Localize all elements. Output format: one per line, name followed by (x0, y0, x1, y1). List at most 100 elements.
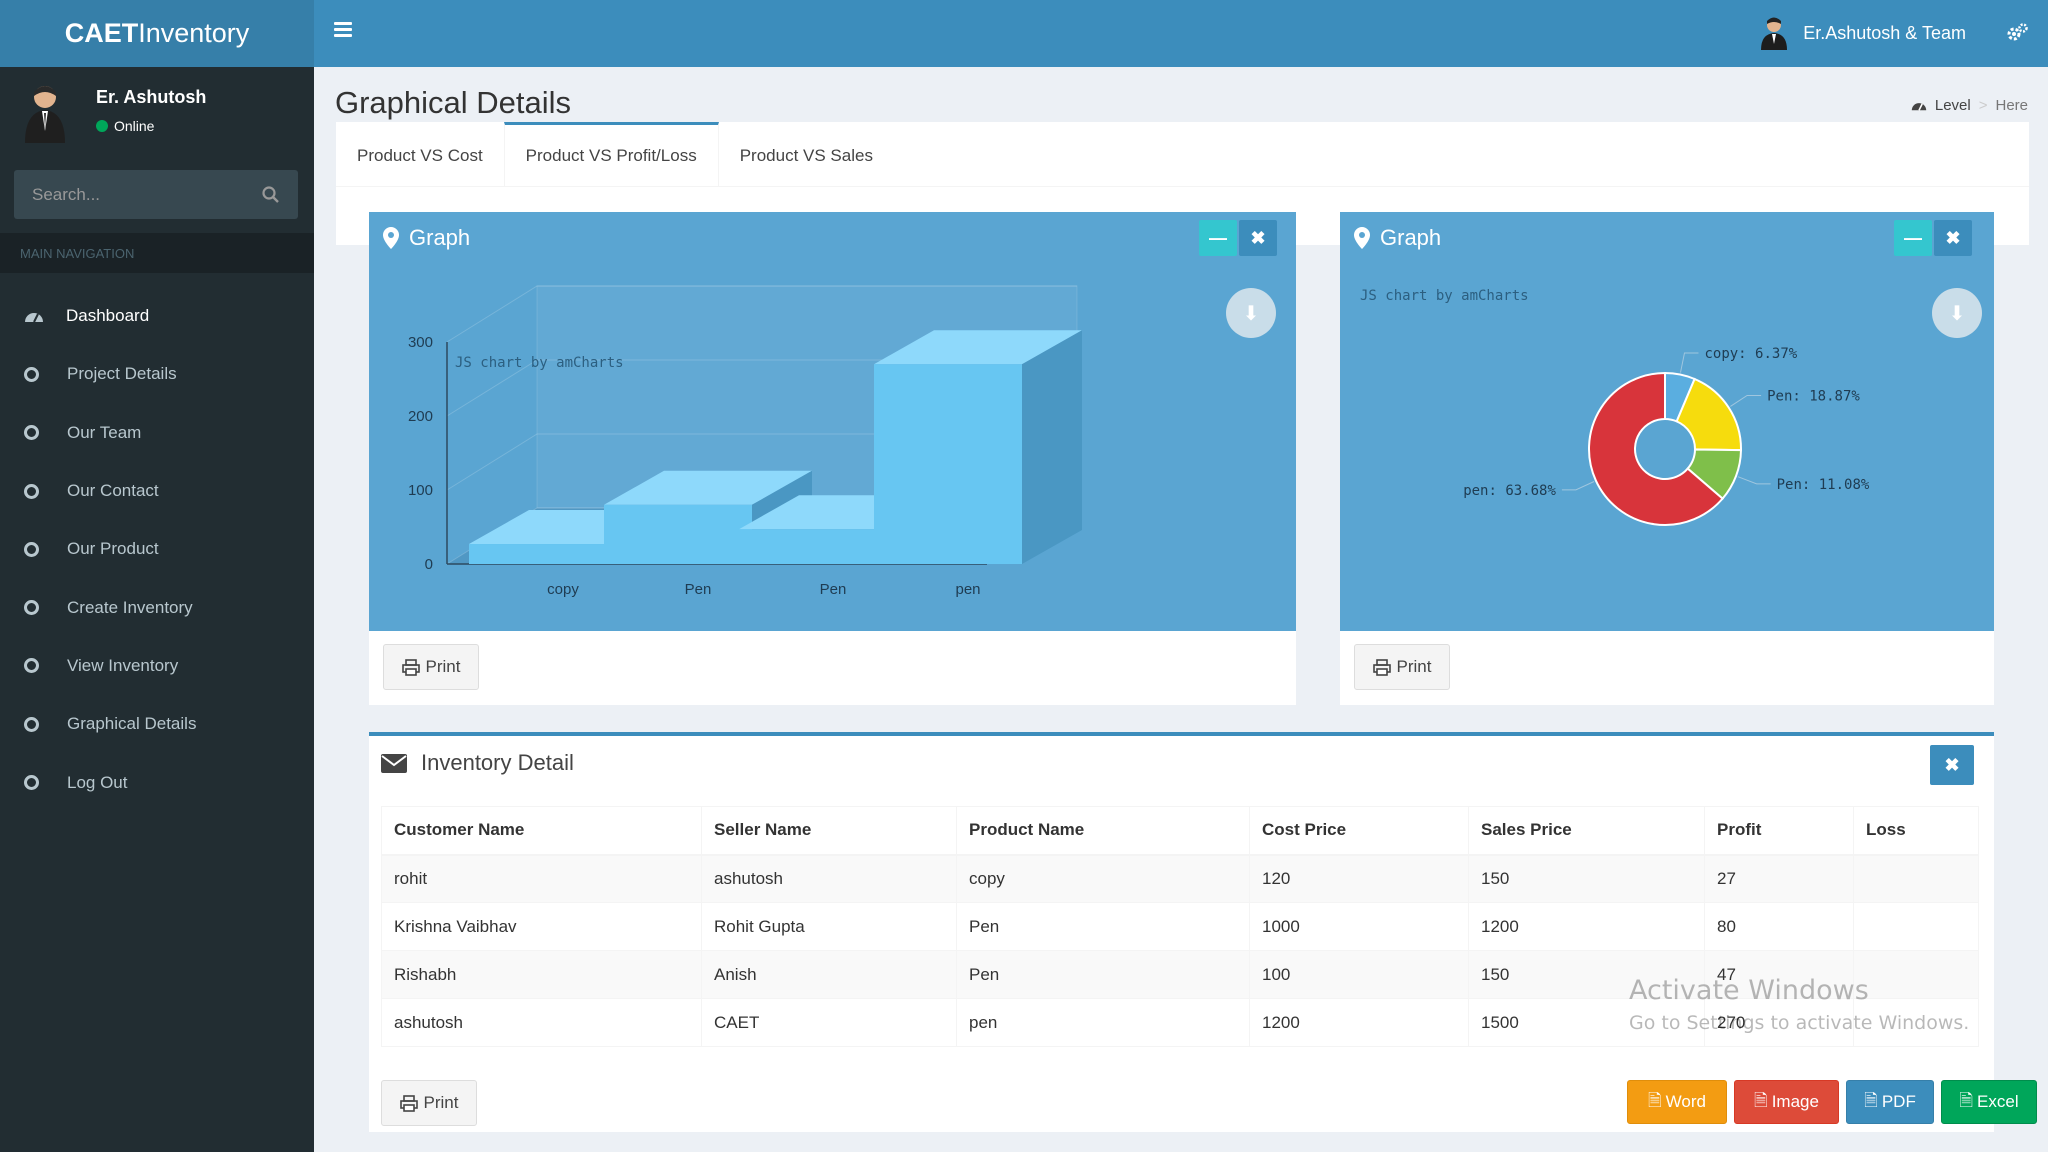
collapse-button[interactable]: — (1894, 220, 1932, 256)
file-word-icon: 🗎 (1648, 1090, 1662, 1110)
y-tick-label: 100 (408, 482, 433, 499)
user-panel: Er. Ashutosh Online (0, 67, 314, 167)
table-cell: ashutosh (381, 998, 702, 1047)
file-pdf-icon: 🗎 (1864, 1090, 1878, 1110)
search-icon[interactable] (262, 185, 280, 204)
file-excel-icon: 🗎 (1959, 1090, 1974, 1110)
sidebar-item-our-team[interactable]: Our Team (0, 404, 314, 462)
table-cell (1853, 854, 1979, 903)
online-status: Online (96, 118, 154, 134)
close-button[interactable]: ✖ (1239, 220, 1277, 256)
sidebar-item-label: Our Contact (67, 481, 159, 501)
slice-label: Pen: 18.87% (1767, 388, 1860, 404)
print-icon (399, 1094, 418, 1112)
column-header[interactable]: Customer Name (381, 806, 702, 856)
collapse-button[interactable]: — (1199, 220, 1237, 256)
tab-product-vs-cost[interactable]: Product VS Cost (357, 146, 483, 165)
table-header-row: Customer Name Seller Name Product Name C… (381, 806, 1979, 856)
sidebar-item-our-product[interactable]: Our Product (0, 520, 314, 578)
dashboard-icon (1911, 103, 1927, 111)
sidebar-item-dashboard[interactable]: Dashboard (0, 287, 314, 345)
logo-bold: CAET (64, 18, 139, 48)
download-icon[interactable]: ⬇ (1932, 288, 1982, 338)
table-cell: Pen (956, 902, 1250, 951)
breadcrumb-level[interactable]: Level (1934, 97, 1971, 114)
table-row: ashutosh CAET pen 1200 1500 270 (381, 998, 1979, 1047)
menu-toggle-icon[interactable] (334, 22, 352, 38)
print-label: Print (425, 657, 461, 676)
print-label: Print (1396, 657, 1432, 676)
column-header[interactable]: Product Name (956, 806, 1250, 856)
export-pdf-button[interactable]: 🗎 PDF (1846, 1080, 1934, 1124)
sidebar-item-label: Dashboard (66, 306, 150, 326)
search-placeholder: Search... (32, 184, 101, 204)
sidebar-item-graphical-details[interactable]: Graphical Details (0, 695, 314, 753)
table-cell (1853, 902, 1979, 951)
table-cell: 120 (1249, 854, 1469, 903)
column-header[interactable]: Sales Price (1468, 806, 1705, 856)
bar-chart: 0 100 200 300 copy Pen Pen pen (408, 285, 1082, 598)
export-word-label: Word (1665, 1092, 1706, 1111)
circle-icon (24, 775, 39, 791)
x-tick-label: Pen (685, 581, 712, 598)
graph-header: Graph (1340, 212, 1994, 264)
user-menu[interactable]: Er.Ashutosh & Team (1759, 16, 1966, 50)
label-leader (1730, 394, 1762, 407)
column-header[interactable]: Cost Price (1249, 806, 1469, 856)
table-cell: pen (956, 998, 1250, 1047)
table-cell: Anish (701, 950, 957, 999)
export-image-label: Image (1771, 1092, 1819, 1111)
sidebar-item-label: View Inventory (67, 655, 179, 675)
download-icon[interactable]: ⬇ (1226, 288, 1276, 338)
sidebar-item-label: Project Details (67, 364, 177, 384)
x-tick-label: pen (955, 581, 980, 598)
close-button[interactable]: ✖ (1934, 220, 1972, 256)
watermark-line1: Activate Windows (1629, 975, 1869, 1006)
circle-icon (24, 658, 39, 674)
donut-slice (1588, 371, 1724, 526)
app-logo[interactable]: CAET Inventory (0, 0, 314, 67)
table-cell: Rishabh (381, 950, 702, 999)
export-pdf-label: PDF (1881, 1092, 1916, 1111)
table-cell (1853, 950, 1979, 999)
close-button[interactable]: ✖ (1930, 745, 1974, 785)
map-marker-icon (1354, 227, 1370, 249)
breadcrumb-here: Here (1995, 97, 2028, 114)
column-header[interactable]: Loss (1853, 806, 1979, 856)
sidebar-item-view-inventory[interactable]: View Inventory (0, 637, 314, 695)
settings-gears-icon[interactable] (2006, 22, 2028, 48)
slice-label: Pen: 11.08% (1777, 477, 1870, 493)
export-excel-button[interactable]: 🗎 Excel (1941, 1080, 2037, 1124)
sidebar-item-project-details[interactable]: Project Details (0, 345, 314, 403)
sidebar-item-label: Create Inventory (67, 597, 193, 617)
tab-product-vs-profit-loss[interactable]: Product VS Profit/Loss (503, 122, 719, 187)
table-cell: 1000 (1249, 902, 1469, 951)
inventory-title: Inventory Detail (381, 750, 574, 776)
file-image-icon: 🗎 (1754, 1090, 1768, 1110)
online-status-label: Online (114, 118, 155, 134)
print-button[interactable]: Print (381, 1080, 477, 1126)
bar-front (469, 544, 617, 564)
column-header[interactable]: Profit (1704, 806, 1854, 856)
donut-slice (1675, 377, 1742, 452)
tab-product-vs-sales[interactable]: Product VS Sales (739, 146, 873, 165)
sidebar-item-label: Log Out (67, 772, 128, 792)
sidebar-item-create-inventory[interactable]: Create Inventory (0, 578, 314, 636)
chart-credit: JS chart by amCharts (1360, 288, 1529, 304)
sidebar-search-input[interactable]: Search... (14, 170, 298, 219)
export-image-button[interactable]: 🗎 Image (1734, 1080, 1839, 1124)
column-header[interactable]: Seller Name (701, 806, 957, 856)
print-button[interactable]: Print (383, 644, 479, 690)
user-avatar (25, 86, 65, 143)
table-cell: 47 (1704, 950, 1854, 999)
print-button[interactable]: Print (1354, 644, 1450, 690)
online-dot-icon (96, 120, 108, 132)
sidebar-item-our-contact[interactable]: Our Contact (0, 462, 314, 520)
export-word-button[interactable]: 🗎 Word (1627, 1080, 1727, 1124)
y-tick-label: 200 (408, 408, 433, 425)
sidebar-item-log-out[interactable]: Log Out (0, 753, 314, 811)
graph-title: Graph (1380, 225, 1442, 250)
inventory-title-label: Inventory Detail (421, 750, 574, 775)
bar-side (1022, 330, 1082, 564)
y-tick-label: 0 (425, 556, 433, 573)
